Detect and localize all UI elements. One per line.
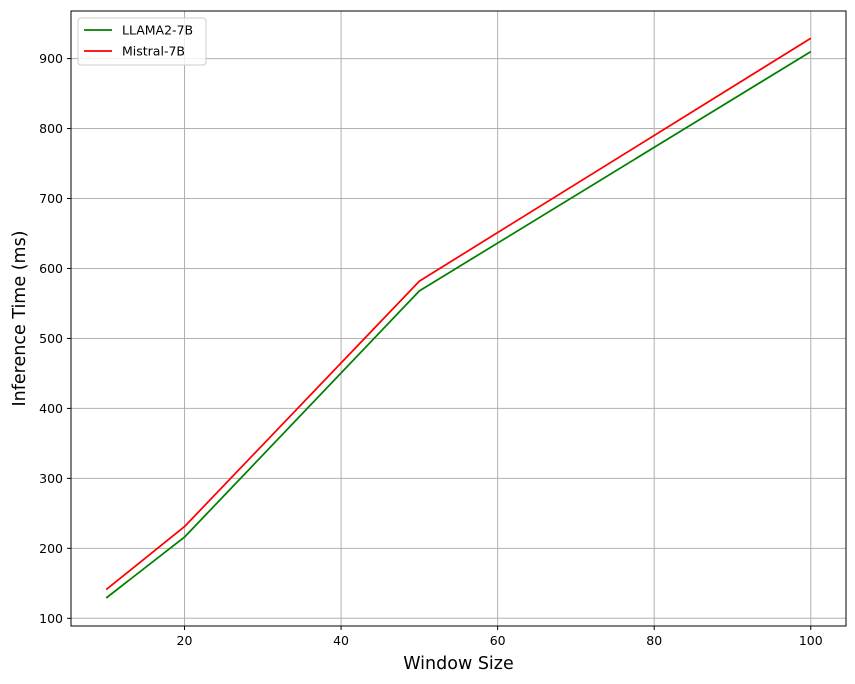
y-tick-label: 200 [39,541,63,556]
series-lines [105,37,812,599]
legend-label: Mistral-7B [122,44,185,59]
x-axis-ticks: 20 40 60 80 100 [177,626,823,648]
y-tick-label: 600 [39,261,63,276]
legend: LLAMA2-7B Mistral-7B [77,17,207,66]
y-tick-label: 800 [39,121,63,136]
y-tick-label: 300 [39,471,63,486]
x-tick-label: 40 [333,633,349,648]
y-tick-label: 700 [39,191,63,206]
legend-label: LLAMA2-7B [122,23,193,38]
x-axis-label: Window Size [403,654,514,674]
series-line-1 [105,50,812,599]
y-axis-ticks: 100 200 300 400 500 600 700 800 900 [39,51,71,626]
x-tick-label: 100 [799,633,823,648]
grid-lines [71,11,846,626]
plot-area-frame [70,10,847,627]
y-tick-label: 100 [39,611,63,626]
y-tick-label: 500 [39,331,63,346]
x-tick-label: 60 [490,633,506,648]
x-tick-label: 80 [646,633,662,648]
series-line-2 [105,37,812,591]
y-axis-label: Inference Time (ms) [10,230,30,406]
x-tick-label: 20 [177,633,193,648]
y-tick-label: 900 [39,51,63,66]
y-tick-label: 400 [39,401,63,416]
